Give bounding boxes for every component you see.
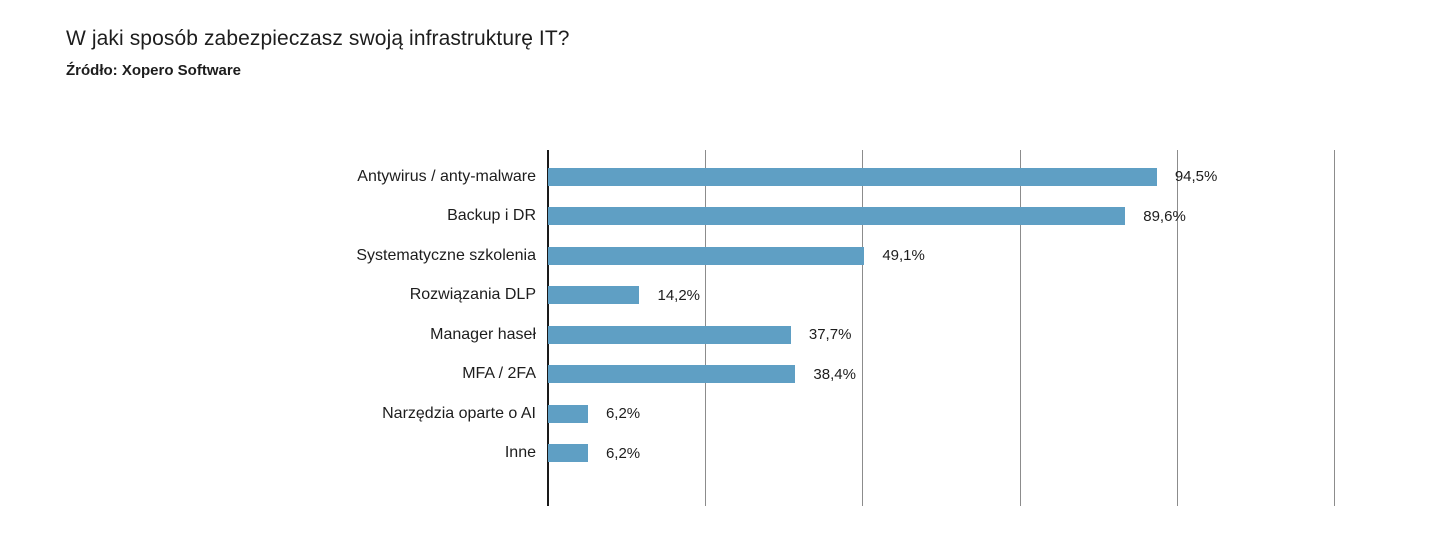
bar bbox=[548, 404, 588, 423]
category-label: MFA / 2FA bbox=[462, 365, 536, 383]
category-label: Rozwiązania DLP bbox=[409, 286, 536, 304]
bar-row: Rozwiązania DLP 14,2% bbox=[410, 276, 1334, 316]
value-label: 38,4% bbox=[813, 365, 856, 383]
bar-row: Inne 6,2% bbox=[505, 434, 1334, 474]
gridline bbox=[1334, 150, 1335, 506]
chart-title: W jaki sposób zabezpieczasz swoją infras… bbox=[66, 27, 570, 50]
bar bbox=[548, 246, 865, 265]
bar-row: Antywirus / anty-malware 94,5% bbox=[357, 157, 1334, 197]
bar bbox=[548, 365, 796, 384]
chart-source: Źródło: Xopero Software bbox=[66, 62, 242, 79]
plot-area: Antywirus / anty-malware 94,5% Backup i DR… bbox=[356, 150, 1335, 506]
value-label: 37,7% bbox=[808, 326, 852, 344]
value-label: 14,2% bbox=[657, 286, 701, 304]
bar bbox=[548, 207, 1126, 226]
bar-row: Systematyczne szkolenia 49,1% bbox=[356, 236, 1334, 276]
gridline bbox=[862, 150, 864, 506]
gridline bbox=[1176, 150, 1178, 506]
bar bbox=[548, 444, 588, 463]
value-label: 6,2% bbox=[605, 444, 641, 462]
category-label: Manager haseł bbox=[430, 325, 536, 343]
bar bbox=[548, 325, 791, 344]
category-label: Inne bbox=[504, 444, 536, 462]
bar-row: Backup i DR 89,6% bbox=[447, 197, 1334, 237]
bar-row: Manager haseł 37,7% bbox=[430, 315, 1334, 355]
bar-row: Narzędzia oparte o AI 6,2% bbox=[382, 394, 1334, 434]
bar bbox=[548, 167, 1157, 186]
category-label: Antywirus / anty-malware bbox=[357, 167, 536, 185]
gridline bbox=[1019, 150, 1021, 506]
bar bbox=[548, 286, 640, 305]
category-label: Systematyczne szkolenia bbox=[356, 246, 536, 264]
value-label: 49,1% bbox=[882, 247, 925, 265]
bar-rows: Antywirus / anty-malware 94,5% Backup i DR… bbox=[356, 157, 1334, 474]
bar-row: MFA / 2FA 38,4% bbox=[462, 355, 1334, 395]
value-label: 94,5% bbox=[1174, 168, 1218, 186]
value-label: 89,6% bbox=[1143, 207, 1186, 225]
category-label: Narzędzia oparte o AI bbox=[382, 404, 536, 422]
category-label: Backup i DR bbox=[447, 207, 536, 225]
value-label: 6,2% bbox=[605, 405, 641, 423]
